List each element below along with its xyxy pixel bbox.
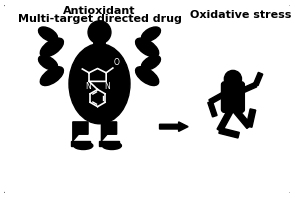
FancyArrow shape bbox=[246, 109, 256, 127]
FancyArrow shape bbox=[217, 108, 233, 132]
FancyBboxPatch shape bbox=[2, 3, 292, 195]
Ellipse shape bbox=[102, 142, 122, 149]
Text: O: O bbox=[114, 58, 120, 67]
FancyArrow shape bbox=[254, 72, 263, 86]
Ellipse shape bbox=[141, 27, 160, 41]
FancyArrow shape bbox=[232, 108, 251, 129]
Ellipse shape bbox=[136, 67, 159, 86]
Ellipse shape bbox=[69, 44, 130, 124]
Text: Multi-target directed drug: Multi-target directed drug bbox=[18, 14, 182, 24]
Text: Oxidative stress: Oxidative stress bbox=[190, 10, 291, 20]
Ellipse shape bbox=[38, 56, 58, 70]
Ellipse shape bbox=[74, 142, 93, 149]
Polygon shape bbox=[101, 122, 117, 141]
Ellipse shape bbox=[38, 27, 58, 41]
FancyArrow shape bbox=[219, 128, 239, 138]
Text: N: N bbox=[85, 82, 91, 91]
FancyArrow shape bbox=[238, 83, 257, 94]
FancyArrow shape bbox=[208, 101, 217, 117]
Ellipse shape bbox=[141, 56, 160, 70]
Text: N: N bbox=[104, 82, 110, 91]
Circle shape bbox=[224, 70, 242, 88]
FancyBboxPatch shape bbox=[221, 82, 244, 112]
Ellipse shape bbox=[40, 38, 63, 57]
Text: Antioxidant: Antioxidant bbox=[63, 6, 136, 16]
Polygon shape bbox=[100, 141, 118, 146]
FancyArrow shape bbox=[209, 90, 228, 104]
FancyBboxPatch shape bbox=[94, 33, 105, 47]
Circle shape bbox=[88, 21, 111, 44]
Ellipse shape bbox=[40, 67, 63, 86]
Ellipse shape bbox=[136, 38, 159, 57]
Polygon shape bbox=[71, 141, 90, 146]
Polygon shape bbox=[73, 122, 88, 141]
FancyArrow shape bbox=[160, 122, 188, 131]
